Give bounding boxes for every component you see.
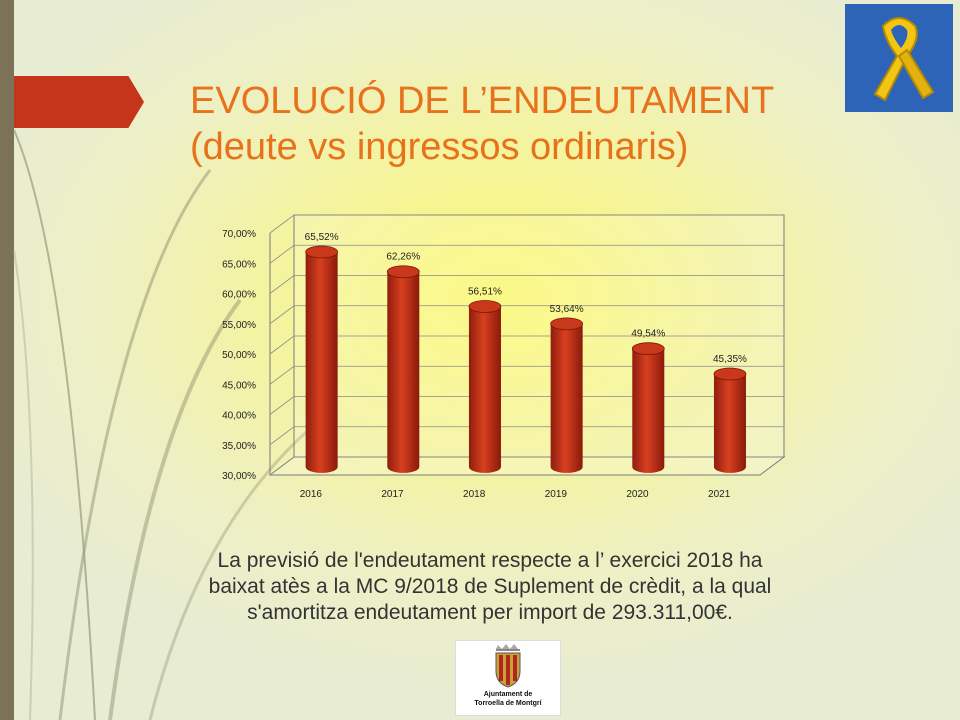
coat-of-arms-icon (495, 644, 521, 688)
grid-line (269, 335, 784, 355)
bar-top (468, 300, 502, 313)
grid-line (269, 365, 784, 385)
bar-top (550, 317, 584, 331)
grid-line (269, 426, 784, 446)
x-tick-label: 2018 (463, 489, 486, 500)
y-tick-label: 50,00% (222, 350, 256, 361)
bars (305, 245, 747, 473)
data-label: 45,35% (713, 354, 747, 365)
x-tick-label: 2021 (708, 489, 731, 500)
y-tick-label: 55,00% (222, 320, 256, 331)
x-axis-ticks: 2016 2017 2018 2019 2020 2021 (300, 489, 731, 500)
x-tick-label: 2019 (545, 489, 568, 500)
data-label: 49,54% (631, 329, 665, 340)
slide-title: EVOLUCIÓ DE L’ENDEUTAMENT (deute vs ingr… (190, 78, 774, 170)
y-tick-label: 35,00% (222, 441, 256, 452)
caption-line2: baixat atès a la MC 9/2018 de Suplement … (208, 575, 772, 598)
data-label: 53,64% (550, 304, 584, 315)
decorative-swooshes (13, 129, 321, 720)
municipality-logo: Ajuntament de Torroella de Montgrí (455, 640, 561, 716)
y-tick-label: 65,00% (222, 259, 256, 270)
floor (268, 456, 786, 476)
slide-title-line1: EVOLUCIÓ DE L’ENDEUTAMENT (190, 80, 775, 122)
bar (550, 323, 583, 473)
data-label: 56,51% (468, 287, 502, 298)
plot-frame (268, 214, 786, 476)
bar (387, 271, 420, 473)
y-tick-label: 40,00% (222, 411, 256, 422)
y-axis-ticks: 30,00% 35,00% 40,00% 45,00% 50,00% 55,00% 60,0… (222, 229, 256, 482)
grid-lines (269, 214, 784, 476)
bar (468, 306, 501, 473)
y-tick-label: 70,00% (222, 229, 256, 240)
logo-text-line2: Torroella de Montgrí (474, 700, 542, 707)
caption-line1: La previsió de l'endeutament respecte a … (217, 549, 763, 572)
data-label: 62,26% (386, 252, 420, 263)
y-tick-label: 30,00% (222, 471, 256, 482)
bar (305, 252, 338, 473)
grid-line (269, 275, 784, 294)
y-tick-label: 60,00% (222, 290, 256, 301)
yellow-ribbon-icon (845, 4, 953, 112)
x-tick-label: 2020 (626, 489, 649, 500)
grid-line (269, 244, 784, 264)
bar (713, 374, 746, 473)
slide-title-line2: (deute vs ingressos ordinaris) (190, 126, 689, 168)
bar (632, 348, 665, 473)
x-tick-label: 2017 (381, 489, 404, 500)
value-labels: 65,52% 62,26% 56,51% 53,64% 49,54% 45,35% (305, 232, 747, 365)
logo-text-line1: Ajuntament de (483, 691, 533, 698)
x-tick-label: 2016 (300, 489, 323, 500)
y-tick-label: 45,00% (222, 380, 256, 391)
caption: La previsió de l'endeutament respecte a … (150, 548, 830, 626)
bar-top (305, 245, 339, 259)
caption-line3: s'amortitza endeutament per import de 29… (247, 601, 733, 624)
bar-top (386, 265, 420, 279)
data-label: 65,52% (305, 232, 339, 243)
bar-top (631, 342, 665, 356)
bar-chart: 30,00% 35,00% 40,00% 45,00% 50,00% 55,00% 60,0… (222, 214, 786, 500)
grid-line (269, 396, 784, 415)
arrow-banner (14, 76, 144, 128)
grid-line (269, 456, 784, 476)
left-accent-bar (0, 0, 14, 720)
bar-top (713, 367, 747, 381)
grid-line (269, 214, 784, 234)
grid-line (269, 305, 784, 325)
